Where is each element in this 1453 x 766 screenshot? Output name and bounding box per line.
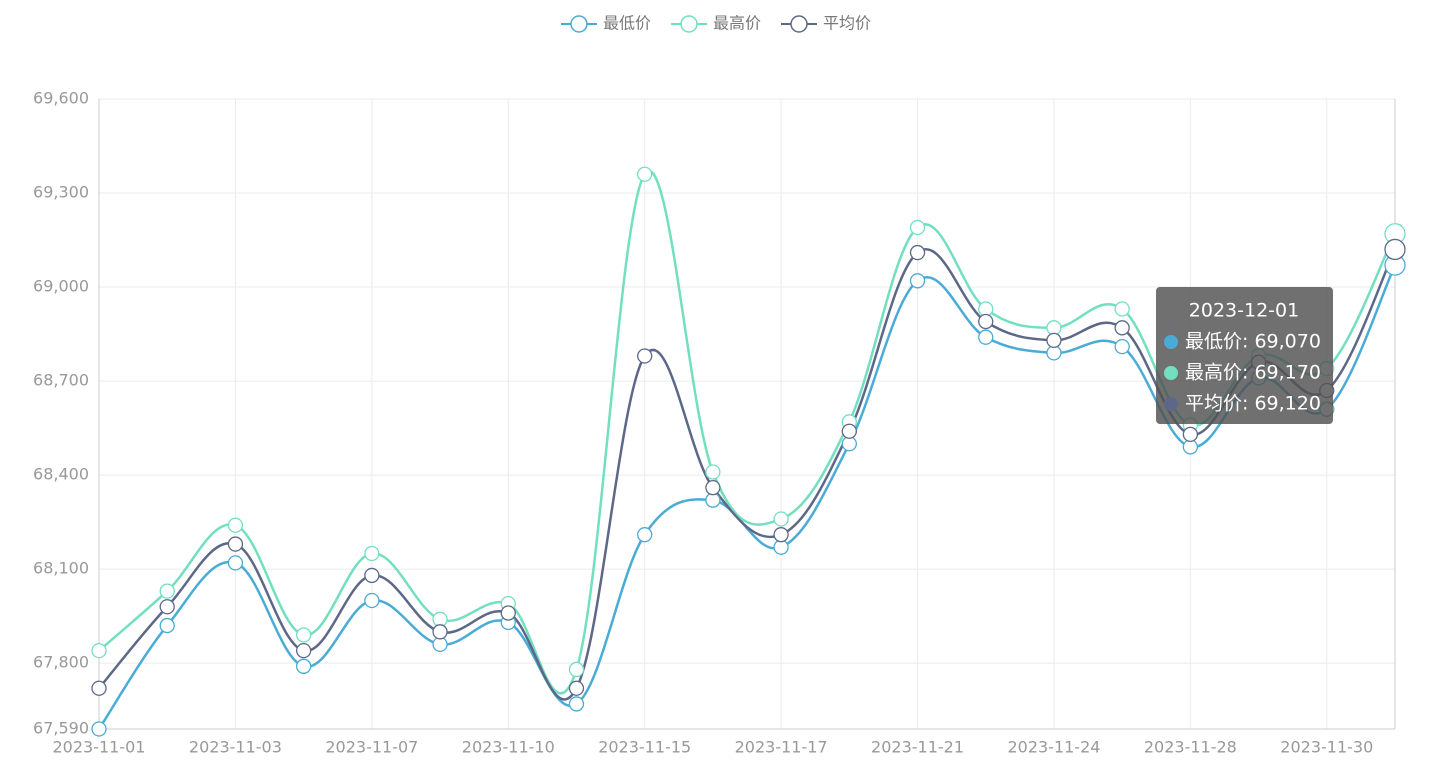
point <box>705 480 721 496</box>
point <box>159 599 175 615</box>
tooltip: 2023-12-01 最低价: 69,070 最高价: 69,170 平均价: 69,… <box>1156 287 1333 424</box>
point <box>1114 301 1130 317</box>
point <box>295 658 312 674</box>
point <box>500 605 516 621</box>
tooltip-dot <box>1164 335 1178 349</box>
point <box>1114 320 1130 336</box>
point <box>978 329 994 345</box>
tooltip-row: 平均价: 69,120 <box>1185 393 1321 415</box>
point <box>159 617 175 634</box>
legend-label: 最低价 <box>603 14 651 33</box>
y-tick-label: 69,300 <box>33 183 89 202</box>
y-tick-label: 67,590 <box>33 719 89 738</box>
point <box>773 511 789 527</box>
y-tick-label: 68,700 <box>33 371 89 390</box>
legend-marker <box>570 15 588 33</box>
point <box>568 696 585 712</box>
point <box>227 517 244 533</box>
point <box>91 680 107 696</box>
point <box>978 313 994 330</box>
point <box>295 642 312 659</box>
x-tick-label: 2023-11-28 <box>1144 738 1237 757</box>
tooltip-box <box>1156 287 1333 424</box>
point <box>909 219 926 236</box>
legend-label: 平均价 <box>823 14 871 33</box>
point <box>432 624 448 640</box>
x-tick-label: 2023-11-24 <box>1007 738 1100 757</box>
point <box>91 721 107 737</box>
point <box>91 642 107 659</box>
point <box>1182 426 1199 443</box>
y-tick-label: 68,100 <box>33 559 89 578</box>
point <box>227 555 244 571</box>
x-tick-label: 2023-11-30 <box>1280 738 1373 757</box>
point <box>773 527 789 543</box>
point <box>637 166 653 182</box>
x-tick-label: 2023-11-03 <box>189 738 282 757</box>
x-tick-label: 2023-11-01 <box>53 738 146 757</box>
point <box>364 592 380 609</box>
point <box>909 273 926 289</box>
point <box>364 567 380 584</box>
point <box>1384 238 1406 261</box>
point <box>841 423 857 439</box>
y-tick-label: 67,800 <box>33 653 89 672</box>
tooltip-dot <box>1164 366 1178 380</box>
point <box>295 627 312 643</box>
y-tick-label: 69,000 <box>33 277 89 296</box>
point <box>1046 332 1062 348</box>
point <box>227 536 244 552</box>
point <box>1114 338 1130 355</box>
x-tick-label: 2023-11-07 <box>325 738 418 757</box>
tooltip-dot <box>1164 397 1178 411</box>
tooltip-row: 最高价: 69,170 <box>1185 362 1321 384</box>
x-tick-label: 2023-11-15 <box>598 738 691 757</box>
legend-label: 最高价 <box>713 14 761 33</box>
point <box>364 545 380 562</box>
x-tick-label: 2023-11-17 <box>735 738 828 757</box>
y-tick-label: 68,400 <box>33 465 89 484</box>
tooltip-row: 最低价: 69,070 <box>1185 331 1321 353</box>
legend-marker <box>680 15 698 33</box>
point <box>909 244 926 261</box>
tooltip-title: 2023-12-01 <box>1189 300 1299 322</box>
y-tick-label: 69,600 <box>33 89 89 108</box>
point <box>637 527 653 543</box>
point <box>159 583 175 599</box>
point <box>637 348 653 364</box>
point <box>568 680 585 696</box>
x-tick-label: 2023-11-21 <box>871 738 964 757</box>
point <box>568 661 585 678</box>
x-tick-label: 2023-11-10 <box>462 738 555 757</box>
legend-marker <box>790 15 808 33</box>
point <box>705 464 721 480</box>
